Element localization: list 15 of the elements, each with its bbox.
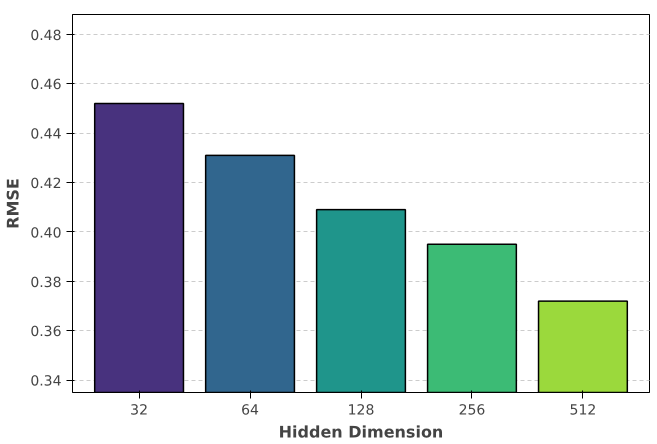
x-tick-label: 32	[130, 402, 148, 418]
y-tick-label: 0.44	[30, 126, 62, 143]
x-tick-label: 256	[458, 402, 486, 418]
y-tick-label: 0.46	[30, 77, 62, 94]
y-tick-label: 0.40	[30, 225, 62, 242]
x-tick-label: 64	[241, 402, 260, 418]
y-tick-label: 0.48	[30, 28, 62, 44]
y-tick-label: 0.38	[30, 274, 62, 291]
y-axis-title: RMSE	[3, 178, 22, 229]
x-tick-label: 512	[570, 402, 596, 418]
x-tick-label: 128	[348, 402, 374, 418]
x-axis-title: Hidden Dimension	[278, 422, 444, 442]
y-tick-label: 0.36	[30, 324, 62, 340]
y-tick-label: 0.42	[30, 176, 62, 192]
y-tick-label: 0.34	[30, 374, 62, 390]
